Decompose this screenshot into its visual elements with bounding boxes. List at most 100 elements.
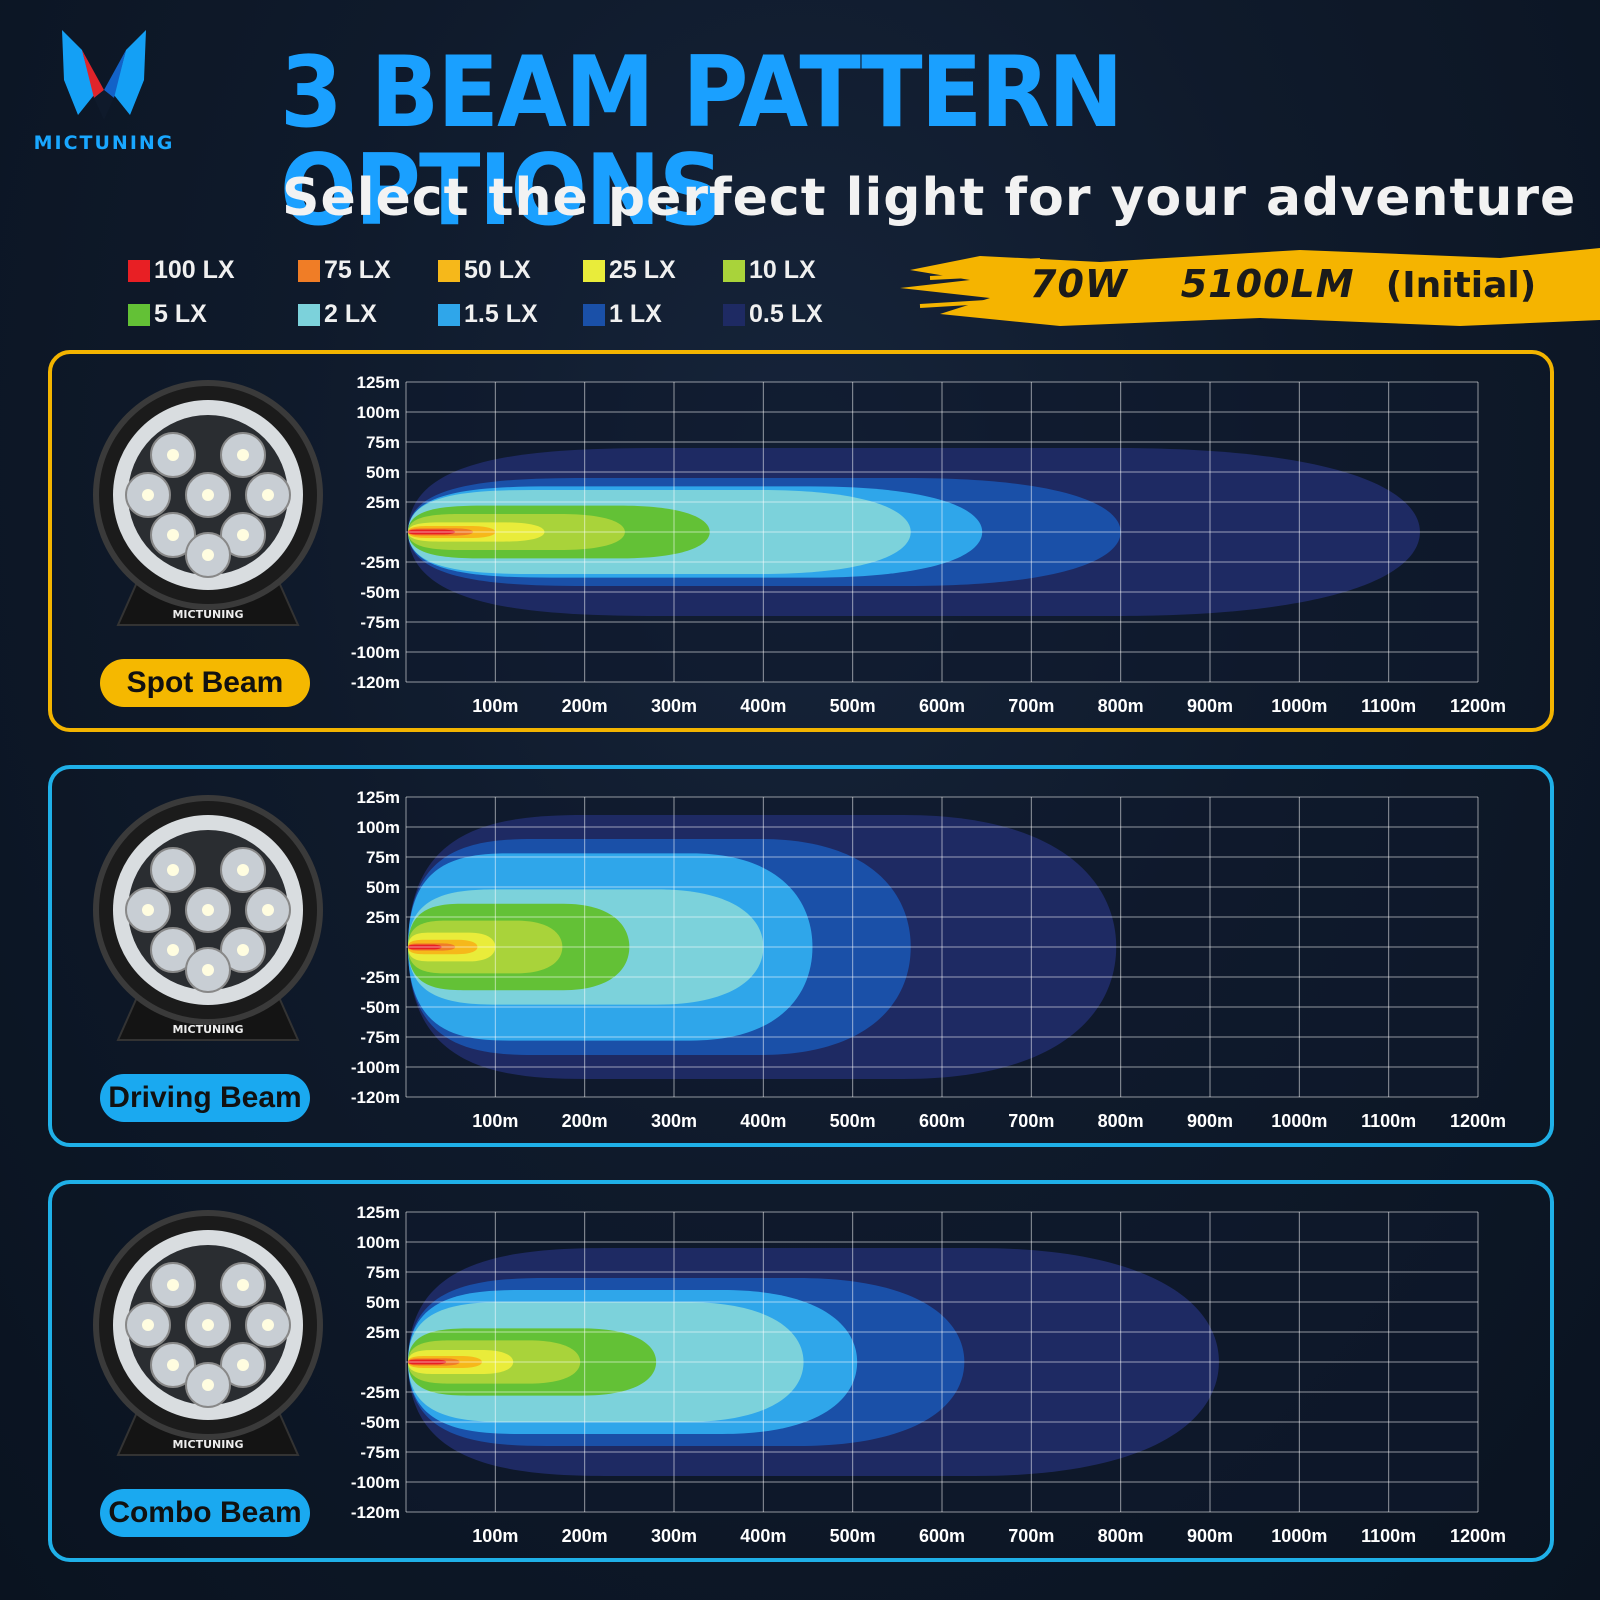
combo-beam-chart: 125m 100m 75m 50m 25m -25m -50m -75m -100m -120m 1… (351, 1203, 1506, 1546)
x-tick-label: 1100m (1361, 696, 1416, 716)
y-tick-label: -120m (351, 1503, 400, 1522)
led-chip (142, 904, 154, 916)
x-tick-label: 1000m (1271, 1111, 1327, 1131)
y-tick-label: -100m (351, 1473, 400, 1492)
y-tick-label: -25m (360, 1383, 400, 1402)
y-tick-label: 25m (366, 908, 400, 927)
lux-legend: 100 LX 75 LX 50 LX 25 LX 10 LX 5 LX 2 LX 1.5 LX… (128, 256, 868, 336)
brand-logo: MICTUNING (24, 20, 184, 160)
brand-name: MICTUNING (33, 132, 175, 154)
legend-label: 100 LX (154, 256, 235, 284)
x-tick-label: 500m (830, 1526, 876, 1546)
legend-label: 5 LX (154, 300, 207, 328)
led-chip (167, 449, 179, 461)
legend-label: 10 LX (749, 256, 816, 284)
driving-lamp-image: MICTUNING (88, 785, 328, 1065)
y-tick-label: -50m (360, 998, 400, 1017)
x-tick-label: 600m (919, 696, 965, 716)
led-chip (262, 489, 274, 501)
combo-lamp-image: MICTUNING (88, 1200, 328, 1480)
y-tick-label: -75m (360, 1443, 400, 1462)
lamp-icon: MICTUNING (93, 380, 323, 626)
y-tick-label: -120m (351, 673, 400, 692)
logo-m-icon (62, 30, 146, 120)
x-tick-label: 800m (1098, 696, 1144, 716)
y-tick-label: -50m (360, 1413, 400, 1432)
spec-power: 70W (1030, 262, 1128, 306)
lamp-brand-text: MICTUNING (172, 1438, 243, 1451)
x-tick-label: 1200m (1450, 696, 1506, 716)
x-tick-label: 400m (740, 696, 786, 716)
x-tick-label: 1200m (1450, 1111, 1506, 1131)
led-chip (237, 449, 249, 461)
y-tick-label: 100m (357, 403, 400, 422)
spec-note: (Initial) (1385, 265, 1537, 306)
y-tick-label: 75m (366, 848, 400, 867)
led-chip (237, 529, 249, 541)
y-tick-label: -25m (360, 968, 400, 987)
led-chip (167, 1279, 179, 1291)
y-tick-label: 50m (366, 878, 400, 897)
y-tick-label: 50m (366, 1293, 400, 1312)
legend-swatch (583, 259, 605, 282)
lamp-brand-text: MICTUNING (172, 608, 243, 621)
x-tick-label: 300m (651, 696, 697, 716)
spec-banner: 70W 5100LM (Initial) (900, 248, 1600, 328)
spot-beam-label: Spot Beam (100, 659, 310, 707)
page-title: 3 BEAM PATTERN OPTIONS (280, 36, 1124, 248)
x-tick-label: 600m (919, 1526, 965, 1546)
x-tick-label: 700m (1008, 1111, 1054, 1131)
y-tick-label: -120m (351, 1088, 400, 1107)
driving-beam-panel: MICTUNING Driving Beam 125m 100m 75m 50m 25m… (48, 765, 1554, 1147)
legend-item: 75 LX (298, 256, 391, 285)
legend-item: 2 LX (298, 300, 377, 329)
legend-swatch (723, 303, 745, 326)
legend-item: 1 LX (583, 300, 662, 329)
x-tick-label: 800m (1098, 1111, 1144, 1131)
y-tick-label: -25m (360, 553, 400, 572)
legend-label: 2 LX (324, 300, 377, 328)
y-tick-label: -100m (351, 1058, 400, 1077)
spot-lamp-image: MICTUNING (88, 370, 328, 650)
legend-label: 25 LX (609, 256, 676, 284)
x-tick-label: 900m (1187, 1111, 1233, 1131)
x-tick-label: 300m (651, 1526, 697, 1546)
legend-item: 50 LX (438, 256, 531, 285)
y-tick-label: -75m (360, 613, 400, 632)
combo-beam-panel: MICTUNING Combo Beam 125m 100m 75m 50m 25m -2… (48, 1180, 1554, 1562)
y-tick-label: 25m (366, 1323, 400, 1342)
y-tick-label: 100m (357, 1233, 400, 1252)
x-tick-label: 100m (472, 1526, 518, 1546)
led-chip (202, 549, 214, 561)
spec-lumens: 5100LM (1180, 262, 1355, 306)
led-chip (237, 1279, 249, 1291)
led-chip (202, 1319, 214, 1331)
led-chip (237, 944, 249, 956)
spot-beam-panel: MICTUNING Spot Beam 125m 100m 75m 50m 25m -25… (48, 350, 1554, 732)
y-tick-label: -100m (351, 643, 400, 662)
legend-swatch (438, 303, 460, 326)
y-tick-label: 25m (366, 493, 400, 512)
led-chip (167, 864, 179, 876)
y-tick-label: 125m (357, 373, 400, 392)
lamp-icon: MICTUNING (93, 1210, 323, 1456)
x-tick-label: 700m (1008, 696, 1054, 716)
legend-swatch (128, 303, 150, 326)
led-chip (202, 1379, 214, 1391)
page-subtitle: Select the perfect light for your advent… (282, 168, 1577, 228)
legend-item: 25 LX (583, 256, 676, 285)
led-chip (167, 529, 179, 541)
x-tick-label: 500m (830, 696, 876, 716)
x-tick-label: 500m (830, 1111, 876, 1131)
y-tick-label: 75m (366, 1263, 400, 1282)
led-chip (167, 1359, 179, 1371)
combo-beam-label: Combo Beam (100, 1489, 310, 1537)
legend-label: 1.5 LX (464, 300, 538, 328)
x-tick-label: 1000m (1271, 1526, 1327, 1546)
legend-item: 100 LX (128, 256, 235, 285)
x-tick-label: 1100m (1361, 1111, 1416, 1131)
x-tick-label: 600m (919, 1111, 965, 1131)
led-chip (202, 489, 214, 501)
legend-item: 0.5 LX (723, 300, 823, 329)
x-tick-label: 800m (1098, 1526, 1144, 1546)
